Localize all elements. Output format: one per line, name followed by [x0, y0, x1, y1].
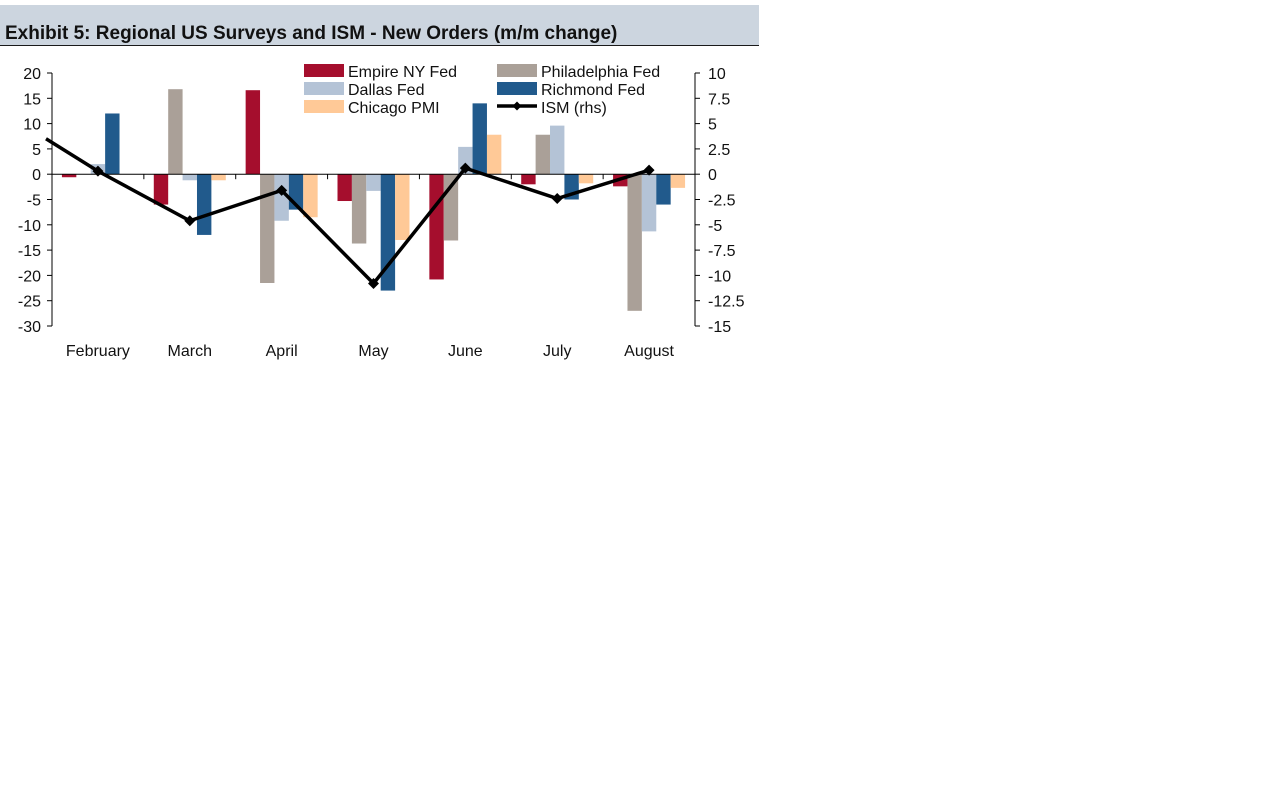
bar-chicago-pmi-july — [578, 174, 594, 184]
bar-philadelphia-fed-may — [351, 174, 367, 244]
bar-chicago-pmi-june — [486, 134, 502, 175]
bar-empire-ny-fed-february — [61, 174, 77, 178]
legend-label-ism-rhs: ISM (rhs) — [541, 100, 607, 117]
left-tick-label: 15 — [23, 91, 41, 108]
x-tick-label: February — [66, 343, 130, 360]
bar-empire-ny-fed-may — [337, 174, 352, 202]
legend-label-richmond-fed: Richmond Fed — [541, 82, 645, 99]
ism-point-june — [459, 162, 471, 174]
legend-marker-ism-rhs — [512, 101, 522, 111]
legend-label-chicago-pmi: Chicago PMI — [348, 100, 440, 117]
bar-dallas-fed-march — [182, 174, 197, 181]
bar-richmond-fed-june — [472, 103, 487, 175]
left-tick-label: -25 — [18, 294, 41, 311]
left-tick-label: -30 — [18, 319, 41, 336]
left-tick-label: -10 — [18, 218, 41, 235]
bar-empire-ny-fed-july — [521, 174, 536, 185]
left-tick-label: -5 — [27, 193, 41, 210]
legend-label-empire-ny-fed: Empire NY Fed — [348, 64, 457, 81]
x-tick-label: August — [624, 343, 674, 360]
ism-point-august — [643, 164, 655, 176]
bar-dallas-fed-may — [366, 174, 381, 191]
bar-philadelphia-fed-march — [168, 89, 183, 175]
right-tick-label: 0 — [708, 167, 717, 184]
x-tick-label: June — [448, 343, 483, 360]
bar-philadelphia-fed-july — [535, 134, 551, 175]
ism-point-february — [92, 165, 104, 177]
bar-philadelphia-fed-april — [260, 174, 275, 283]
bar-chicago-pmi-august — [670, 174, 686, 188]
axes-layer: 20 15 10 5 0 -5 -10 -15 -20 -25 -30 10 7.5 5 2.5 0 -2.5 -… — [18, 66, 745, 360]
left-tick-label: 10 — [23, 117, 41, 134]
bar-philadelphia-fed-august — [627, 174, 642, 311]
bar-richmond-fed-august — [656, 174, 671, 205]
bar-chicago-pmi-may — [395, 174, 410, 240]
right-tick-label: 7.5 — [708, 91, 730, 108]
right-tick-label: 2.5 — [708, 142, 730, 159]
ism-line-layer — [45, 137, 655, 289]
bar-dallas-fed-april — [274, 174, 289, 221]
left-tick-label: 0 — [32, 167, 41, 184]
legend-swatch-chicago-pmi — [304, 100, 344, 113]
legend-swatch-empire-ny-fed — [304, 64, 344, 77]
bar-empire-ny-fed-june — [429, 174, 444, 280]
left-tick-label: -15 — [18, 243, 41, 260]
left-tick-label: -20 — [18, 268, 41, 285]
legend-label-dallas-fed: Dallas Fed — [348, 82, 424, 99]
x-tick-label: March — [168, 343, 212, 360]
legend-swatch-richmond-fed — [497, 82, 537, 95]
legend-swatch-philadelphia-fed — [497, 64, 537, 77]
exhibit-header — [0, 5, 759, 46]
right-tick-label: -12.5 — [708, 294, 745, 311]
legend-swatch-dallas-fed — [304, 82, 344, 95]
right-tick-label: -10 — [708, 268, 731, 285]
ism-point-march — [184, 215, 196, 227]
right-tick-label: -2.5 — [708, 193, 736, 210]
left-tick-label: 20 — [23, 66, 41, 83]
ism-point-april — [276, 184, 288, 196]
right-tick-label: -7.5 — [708, 243, 736, 260]
exhibit-title: Exhibit 5: Regional US Surveys and ISM -… — [5, 23, 618, 44]
left-tick-label: 5 — [32, 142, 41, 159]
right-tick-label: 5 — [708, 117, 717, 134]
ism-point-may — [368, 277, 379, 289]
bar-dallas-fed-july — [550, 125, 565, 175]
legend-label-philadelphia-fed: Philadelphia Fed — [541, 64, 660, 81]
x-tick-label: April — [266, 343, 298, 360]
x-tick-label: July — [543, 343, 571, 360]
right-tick-label: 10 — [708, 66, 726, 83]
bars-layer — [61, 89, 686, 311]
bar-empire-ny-fed-march — [153, 174, 169, 205]
x-tick-label: May — [358, 343, 388, 360]
bar-chicago-pmi-march — [211, 174, 226, 181]
bar-richmond-fed-march — [196, 174, 212, 235]
bar-empire-ny-fed-april — [245, 90, 261, 175]
bar-chicago-pmi-april — [303, 174, 318, 218]
ism-point-july — [551, 192, 563, 204]
right-tick-label: -5 — [708, 218, 722, 235]
bar-richmond-fed-february — [105, 113, 120, 175]
legend: Empire NY Fed Philadelphia Fed Dallas Fed R… — [304, 64, 660, 117]
ism-line — [45, 137, 650, 287]
right-tick-label: -15 — [708, 319, 731, 336]
bar-dallas-fed-august — [641, 174, 657, 232]
